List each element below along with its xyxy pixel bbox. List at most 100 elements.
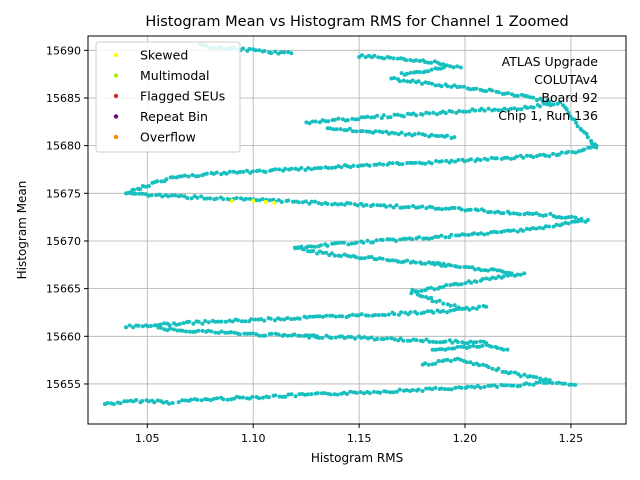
data-point: [429, 60, 434, 65]
data-point: [534, 98, 539, 103]
data-point: [254, 332, 259, 337]
data-point: [459, 344, 464, 349]
data-point: [452, 83, 457, 88]
data-point: [152, 323, 157, 328]
data-point: [388, 55, 393, 60]
data-point: [140, 184, 145, 188]
data-point: [386, 312, 391, 317]
data-point: [482, 208, 487, 213]
data-point: [477, 344, 482, 349]
data-point: [247, 196, 252, 201]
data-point: [438, 262, 443, 267]
data-point: [433, 361, 438, 366]
data-point: [479, 268, 484, 273]
data-point: [424, 386, 429, 391]
data-point: [554, 215, 559, 220]
data-point: [229, 330, 234, 335]
data-point: [273, 49, 278, 54]
data-point: [434, 159, 438, 163]
data-point: [214, 170, 219, 175]
data-point: [462, 341, 467, 346]
data-point: [180, 398, 185, 403]
data-point: [572, 117, 577, 122]
data-point: [471, 343, 476, 348]
data-point: [474, 86, 479, 91]
data-point: [291, 199, 295, 204]
data-point: [289, 392, 294, 397]
data-point: [181, 321, 186, 326]
data-point: [329, 251, 334, 256]
data-point: [199, 398, 204, 403]
data-point: [462, 84, 466, 89]
data-point: [496, 366, 501, 371]
data-point: [494, 156, 499, 161]
data-point: [424, 206, 429, 211]
data-point: [348, 254, 353, 259]
data-point: [420, 339, 425, 344]
data-point: [146, 193, 151, 198]
data-point: [452, 135, 457, 140]
data-point: [206, 320, 211, 325]
data-point: [183, 398, 188, 403]
x-tick-label: 1.05: [135, 432, 160, 445]
data-point: [512, 106, 517, 111]
data-point: [576, 217, 581, 222]
data-point: [360, 129, 365, 133]
data-point: [415, 311, 420, 316]
data-point: [257, 198, 262, 203]
data-point: [127, 190, 132, 195]
data-point: [462, 232, 467, 237]
data-point: [441, 65, 446, 70]
data-point: [374, 257, 379, 262]
data-point: [381, 162, 386, 167]
data-point: [458, 357, 463, 362]
data-point: [411, 204, 416, 208]
data-point: [320, 335, 325, 340]
data-point: [338, 240, 343, 245]
data-point: [429, 67, 434, 72]
data-point: [420, 389, 425, 393]
skewed-point: [272, 200, 277, 205]
data-point: [484, 276, 489, 281]
data-point: [515, 272, 520, 277]
data-point: [426, 60, 431, 65]
data-point: [351, 390, 356, 395]
data-point: [308, 314, 312, 319]
data-point: [441, 62, 446, 67]
data-point: [527, 382, 532, 387]
data-point: [482, 108, 487, 113]
data-point: [547, 378, 552, 383]
data-point: [221, 197, 226, 202]
data-point: [579, 128, 584, 133]
data-point: [478, 231, 483, 236]
data-point: [298, 333, 303, 338]
data-point: [488, 383, 493, 388]
data-point: [515, 229, 520, 234]
data-point: [455, 340, 460, 344]
data-point: [408, 70, 413, 75]
data-point: [500, 369, 505, 374]
data-point: [414, 58, 419, 63]
data-point: [475, 232, 480, 237]
data-point: [137, 191, 142, 196]
data-point: [373, 313, 378, 317]
data-point: [338, 127, 343, 132]
data-point: [443, 387, 447, 392]
data-point: [262, 49, 267, 53]
data-point: [573, 382, 578, 387]
data-point: [459, 207, 464, 212]
data-point: [387, 258, 392, 263]
data-point: [364, 129, 369, 134]
data-point: [475, 208, 480, 213]
x-tick-label: 1.15: [347, 432, 372, 445]
data-point: [444, 158, 449, 163]
data-point: [448, 64, 453, 69]
data-point: [527, 211, 532, 216]
data-point: [576, 149, 581, 154]
data-point: [394, 389, 399, 394]
data-point: [138, 187, 143, 192]
data-point: [149, 193, 154, 198]
data-point: [248, 331, 253, 336]
data-point: [406, 205, 411, 210]
